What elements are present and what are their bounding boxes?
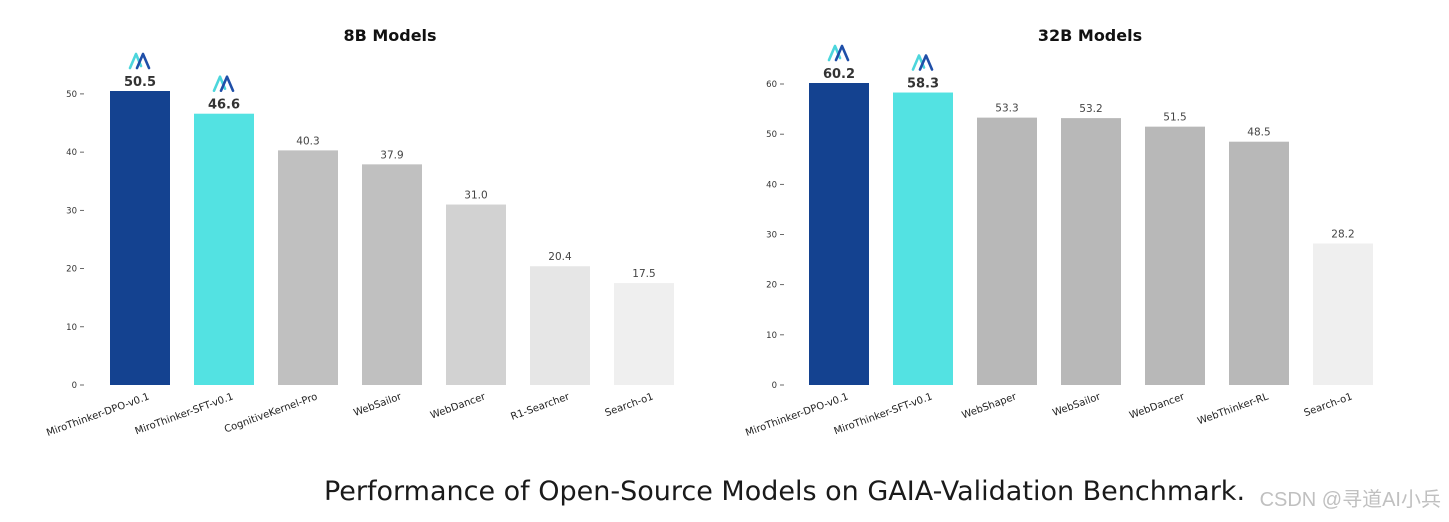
bar [278, 150, 338, 385]
data-label: 58.3 [907, 77, 939, 92]
bar [1313, 243, 1373, 385]
figure-caption: Performance of Open-Source Models on GAI… [0, 476, 1449, 507]
bar [194, 113, 254, 385]
data-label: 53.2 [1079, 103, 1102, 115]
bar [977, 117, 1037, 385]
x-tick-label: WebDancer [1128, 391, 1187, 421]
chart-8b-models: 8B Models0102030405050.5MiroThinker-DPO-… [45, 26, 674, 439]
x-tick-label: WebSailor [352, 391, 404, 419]
mirothinker-logo-icon-0 [827, 44, 850, 62]
data-label: 46.6 [208, 98, 240, 113]
y-tick-label: 10 [66, 323, 77, 333]
bar [809, 83, 869, 385]
x-tick-label: WebSailor [1051, 391, 1103, 419]
bar [362, 164, 422, 385]
mirothinker-logo-icon-1 [911, 54, 934, 71]
data-label: 20.4 [548, 251, 572, 263]
chart-title: 8B Models [343, 26, 436, 45]
y-tick-label: 30 [766, 231, 777, 241]
y-tick-label: 0 [72, 381, 77, 391]
x-tick-label: R1-Searcher [509, 391, 571, 423]
data-label: 50.5 [124, 75, 156, 90]
data-label: 48.5 [1247, 127, 1270, 139]
data-label: 37.9 [380, 149, 403, 161]
data-label: 53.3 [995, 103, 1018, 115]
y-tick-label: 50 [66, 90, 77, 100]
watermark: CSDN @寻道AI小兵 [1259, 489, 1441, 511]
bar [446, 204, 506, 385]
x-tick-label: WebThinker-RL [1196, 391, 1270, 427]
x-tick-label: CognitiveKernel-Pro [223, 391, 319, 435]
data-label: 31.0 [464, 190, 487, 202]
bar [110, 91, 170, 385]
mirothinker-logo-icon-1 [212, 75, 235, 93]
bar [1145, 126, 1205, 385]
y-tick-label: 40 [66, 148, 77, 158]
mirothinker-logo-icon-0 [128, 52, 151, 70]
bar [530, 266, 590, 385]
x-tick-label: WebShaper [960, 391, 1018, 421]
bar [1061, 118, 1121, 386]
y-tick-label: 50 [766, 130, 777, 140]
figure-caption-text: Performance of Open-Source Models on GAI… [323, 476, 1246, 507]
y-tick-label: 20 [766, 281, 777, 291]
x-tick-label: Search-o1 [604, 391, 655, 419]
y-tick-label: 60 [766, 80, 777, 90]
data-label: 17.5 [632, 268, 655, 280]
x-tick-label: WebDancer [429, 391, 488, 421]
data-label: 28.2 [1331, 229, 1354, 241]
x-tick-label: Search-o1 [1303, 391, 1354, 419]
chart-32b-models: 32B Models010203040506060.2MiroThinker-D… [744, 26, 1373, 439]
y-tick-label: 30 [66, 206, 77, 216]
data-label: 40.3 [296, 135, 319, 147]
y-tick-label: 40 [766, 180, 777, 190]
bar [1229, 141, 1289, 385]
y-tick-label: 20 [66, 265, 77, 275]
bar [614, 283, 674, 385]
data-label: 60.2 [823, 67, 855, 82]
bar [893, 92, 953, 386]
y-tick-label: 10 [766, 331, 777, 341]
data-label: 51.5 [1163, 112, 1186, 124]
y-tick-label: 0 [772, 381, 777, 391]
chart-title: 32B Models [1038, 26, 1142, 45]
